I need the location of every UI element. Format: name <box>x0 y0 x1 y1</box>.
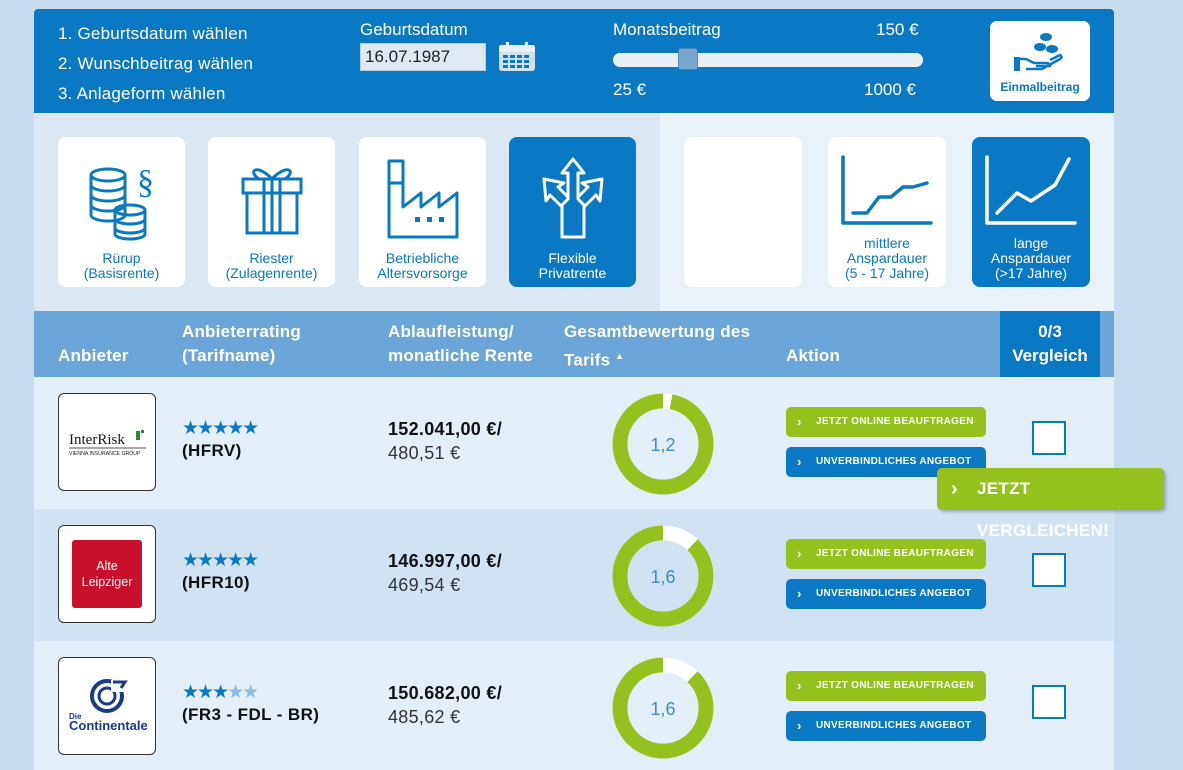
slider-max-label: 1000 € <box>864 80 916 99</box>
score-donut: 1,6 <box>612 525 714 627</box>
score-value: 1,6 <box>650 699 675 719</box>
rating-stars: ★★★★★ <box>182 418 259 439</box>
rating-stars: ★★★★★ <box>182 550 259 571</box>
provider-logo-alte-leipziger: Alte Leipziger <box>58 525 156 623</box>
svg-text:Continentale: Continentale <box>69 718 148 733</box>
order-online-button[interactable]: › JETZT ONLINE BEAUFTRAGEN <box>786 407 986 437</box>
svg-text:§: § <box>137 164 154 201</box>
column-provider: Anbieter <box>58 346 129 365</box>
results-table-header: Anbieter Anbieterrating (Tarifname) Ablau… <box>34 311 1114 377</box>
compare-counter-badge <box>1000 311 1100 391</box>
svg-text:VIENNA INSURANCE GROUP: VIENNA INSURANCE GROUP <box>69 451 141 457</box>
slider-min-label: 25 € <box>613 80 647 99</box>
order-online-button[interactable]: › JETZT ONLINE BEAUFTRAGEN <box>786 671 986 701</box>
monthly-pension: 485,62 € <box>388 707 461 727</box>
settings-bar: 1. Geburtsdatum wählen 2. Wunschbeitrag … <box>34 9 1114 113</box>
column-score[interactable]: Gesamtbewertung des Tarifs ▲ <box>564 322 751 370</box>
tarif-name: (FR3 - FDL - BR) <box>182 705 320 724</box>
step-1: 1. Geburtsdatum wählen <box>58 24 248 43</box>
sort-asc-icon: ▲ <box>615 351 625 361</box>
provider-logo-continentale: Die Continentale <box>58 657 156 755</box>
score-value: 1,2 <box>650 435 675 455</box>
savings-duration-selection: mittlere Anspardauer (5 - 17 Jahre) lange A… <box>660 113 1114 311</box>
svg-text:InterRisk: InterRisk <box>69 432 125 448</box>
compare-checkbox[interactable] <box>1032 685 1066 719</box>
score-donut: 1,6 <box>612 657 714 759</box>
column-payout[interactable]: Ablaufleistung/monatliche Rente <box>388 322 533 365</box>
monthly-contribution-label: Monatsbeitrag <box>613 20 721 39</box>
coins-paragraph-icon: § <box>89 164 154 241</box>
column-action: Aktion <box>786 346 841 365</box>
compare-checkbox[interactable] <box>1032 421 1066 455</box>
tile-riester-label: Riester (Zulagenrente) <box>225 250 318 281</box>
table-row: Die Continentale ★★★★★ (FR3 - FDL - BR) … <box>34 641 1114 770</box>
table-row: Alte Leipziger ★★★★★ (HFR10) 146.997,00 … <box>34 509 1114 641</box>
birthdate-label: Geburtsdatum <box>360 20 468 39</box>
rating-stars: ★★★★★ <box>182 682 259 703</box>
tarif-name: (HFR10) <box>182 573 250 592</box>
tile-duration-medium[interactable]: mittlere Anspardauer (5 - 17 Jahre) <box>828 137 946 287</box>
tile-flexible-privatrente[interactable]: Flexible Privatrente <box>509 137 636 287</box>
monthly-contribution-slider[interactable] <box>613 48 923 70</box>
compare-counter: 0/3 Vergleich <box>1012 322 1088 365</box>
table-row: InterRisk VIENNA INSURANCE GROUP ★★★★★ (… <box>34 377 1114 509</box>
factory-icon <box>387 159 458 239</box>
tarif-name: (HFRV) <box>182 441 242 460</box>
tile-duration-medium-label: mittlere Anspardauer (5 - 17 Jahre) <box>844 235 930 281</box>
monthly-contribution-value: 150 € <box>876 20 919 39</box>
order-online-button[interactable]: › JETZT ONLINE BEAUFTRAGEN <box>786 539 986 569</box>
chevron-right-icon: › <box>951 478 958 500</box>
payout-amount: 152.041,00 €/ <box>388 419 503 439</box>
hand-coins-icon <box>1014 33 1063 71</box>
product-type-selection: § Rürup (Basisrente) Riester (Zulagenr <box>34 113 660 311</box>
step-2: 2. Wunschbeitrag wählen <box>58 54 254 73</box>
tile-ruerup-label: Rürup (Basisrente) <box>83 250 160 281</box>
request-offer-button[interactable]: › UNVERBINDLICHES ANGEBOT <box>786 711 986 741</box>
tarif-calculator-panel: 1. Geburtsdatum wählen 2. Wunschbeitrag … <box>34 9 1114 770</box>
request-offer-button[interactable]: › UNVERBINDLICHES ANGEBOT <box>786 579 986 609</box>
svg-text:Die: Die <box>69 712 82 721</box>
svg-text:Alte: Alte <box>96 559 118 573</box>
tile-duration-long[interactable]: lange Anspardauer (>17 Jahre) <box>972 137 1090 287</box>
lump-sum-button[interactable]: Einmalbeitrag <box>990 21 1090 101</box>
birthdate-input[interactable] <box>360 43 486 71</box>
provider-logo-interrisk: InterRisk VIENNA INSURANCE GROUP <box>58 393 156 491</box>
tile-duration-long-label: lange Anspardauer (>17 Jahre) <box>990 235 1072 281</box>
compare-checkbox[interactable] <box>1032 553 1066 587</box>
score-donut: 1,2 <box>612 393 714 495</box>
steps-list: 1. Geburtsdatum wählen 2. Wunschbeitrag … <box>58 19 253 109</box>
tile-betriebliche-label: Betriebliche Altersvorsorge <box>377 250 468 281</box>
tile-ruerup[interactable]: § Rürup (Basisrente) <box>58 137 185 287</box>
chart-moderate-icon <box>841 155 933 225</box>
payout-amount: 150.682,00 €/ <box>388 683 503 703</box>
slider-handle[interactable] <box>678 48 699 70</box>
monthly-pension: 480,51 € <box>388 443 461 463</box>
step-3: 3. Anlageform wählen <box>58 84 226 103</box>
score-value: 1,6 <box>650 567 675 587</box>
payout-amount: 146.997,00 €/ <box>388 551 503 571</box>
tile-duration-empty[interactable] <box>684 137 802 287</box>
request-offer-button[interactable]: › UNVERBINDLICHES ANGEBOT <box>786 447 986 477</box>
calendar-icon[interactable] <box>497 41 537 73</box>
tile-flexible-privatrente-label: Flexible Privatrente <box>538 250 607 281</box>
svg-text:Leipziger: Leipziger <box>82 575 133 589</box>
compare-now-button[interactable]: › JETZT VERGLEICHEN! <box>937 468 1164 540</box>
monthly-pension: 469,54 € <box>388 575 461 595</box>
chart-long-icon <box>985 155 1077 225</box>
gift-icon <box>241 168 302 235</box>
tile-betriebliche[interactable]: Betriebliche Altersvorsorge <box>359 137 486 287</box>
lump-sum-label: Einmalbeitrag <box>1000 80 1080 94</box>
tile-riester[interactable]: Riester (Zulagenrente) <box>208 137 335 287</box>
arrows-split-icon <box>542 157 603 239</box>
column-rating[interactable]: Anbieterrating (Tarifname) <box>182 322 301 365</box>
